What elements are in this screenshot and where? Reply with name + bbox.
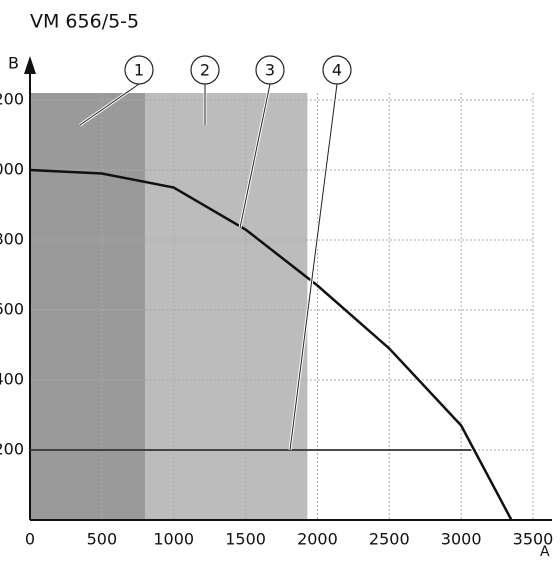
x-tick-label: 3500	[513, 530, 554, 549]
y-tick-label: 1000	[0, 160, 24, 179]
callout-circle	[255, 55, 285, 85]
y-tick-label: 200	[0, 440, 24, 459]
callout-label: 1	[134, 61, 144, 80]
x-tick-label: 1500	[225, 530, 266, 549]
callout-label: 4	[332, 61, 342, 80]
callout-label: 2	[200, 61, 210, 80]
x-tick-label: 3000	[441, 530, 482, 549]
x-tick-label: 0	[25, 530, 35, 549]
y-tick-label: 800	[0, 230, 24, 249]
zone	[30, 93, 145, 520]
y-axis-label: B	[8, 54, 19, 73]
y-axis-arrow	[24, 56, 36, 74]
callout-circle	[124, 55, 154, 85]
callout-label: 3	[265, 61, 275, 80]
leader-line	[239, 83, 271, 229]
y-tick-label: 1200	[0, 90, 24, 109]
x-tick-label: 500	[87, 530, 118, 549]
line	[29, 168, 513, 521]
leader-line	[79, 83, 140, 126]
callout-circle	[322, 55, 352, 85]
callout-circle	[190, 55, 220, 85]
x-tick-label: 2500	[369, 530, 410, 549]
chart-title: VM 656/5-5	[30, 11, 139, 33]
zone	[144, 93, 308, 520]
y-tick-label: 400	[0, 370, 24, 389]
leader-line	[289, 83, 338, 451]
x-tick-label: 2000	[297, 530, 338, 549]
y-tick-label: 600	[0, 300, 24, 319]
x-tick-label: 1000	[153, 530, 194, 549]
x-axis-label: A	[540, 544, 550, 558]
